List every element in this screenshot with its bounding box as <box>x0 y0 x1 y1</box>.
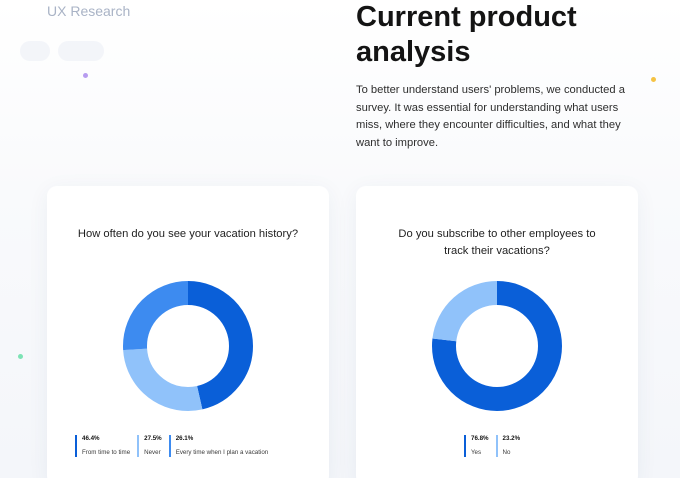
legend-percent: 23.2% <box>502 435 521 442</box>
donut-chart <box>123 281 253 411</box>
legend-item: 76.8% Yes <box>464 435 489 457</box>
section-label: UX Research <box>47 3 131 19</box>
donut-chart <box>432 281 562 411</box>
card-question: Do you subscribe to other employees to t… <box>398 228 596 257</box>
chart-legend: 46.4% From time to time 27.5% Never 26.1… <box>75 435 275 457</box>
legend-item: 46.4% From time to time <box>75 435 130 457</box>
card-question: How often do you see your vacation histo… <box>77 228 299 240</box>
legend-percent: 27.5% <box>144 435 162 442</box>
legend-label: Every time when I plan a vacation <box>175 449 269 456</box>
tag-pill-placeholder <box>58 41 104 61</box>
decor-dot-purple <box>83 73 88 78</box>
page-title: Current product analysis <box>356 1 577 68</box>
legend-label: Never <box>144 449 161 456</box>
tag-pill-placeholder <box>20 41 50 61</box>
donut-slice <box>123 281 253 411</box>
legend-item: 27.5% Never <box>137 435 162 457</box>
chart-legend: 76.8% Yes 23.2% No <box>464 435 527 457</box>
legend-percent: 46.4% <box>82 435 100 442</box>
legend-percent: 26.1% <box>175 435 194 442</box>
donut-slice <box>123 281 253 411</box>
intro-paragraph: To better understand users' problems, we… <box>356 84 625 149</box>
survey-card-subscriptions: Do you subscribe to other employees to t… <box>356 186 638 478</box>
legend-label: No <box>502 449 511 456</box>
decor-dot-green <box>18 354 23 359</box>
donut-slice <box>432 281 562 411</box>
survey-card-vacation-history: How often do you see your vacation histo… <box>47 186 329 478</box>
decor-dot-yellow <box>651 77 656 82</box>
legend-percent: 76.8% <box>471 435 489 442</box>
legend-item: 23.2% No <box>495 435 521 457</box>
legend-label: Yes <box>471 449 482 456</box>
legend-item: 26.1% Every time when I plan a vacation <box>168 435 269 457</box>
legend-label: From time to time <box>82 449 131 456</box>
